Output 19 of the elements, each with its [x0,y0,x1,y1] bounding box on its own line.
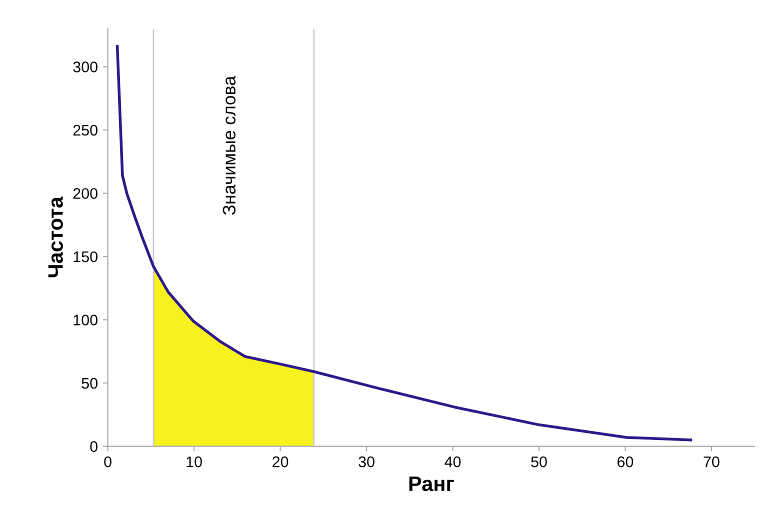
y-tick-label: 0 [90,441,98,452]
y-tick-label: 200 [73,188,98,199]
y-tick-label: 250 [73,124,98,136]
y-tick-label: 100 [74,314,98,326]
y-tick-label: 50 [82,378,98,389]
y-axis-title: Частота [48,196,63,278]
x-tick-label: 10 [186,456,202,468]
x-tick-label: 50 [531,456,547,468]
y-tick-label: 150 [74,251,98,262]
line-series [116,45,692,442]
x-tick-label: 0 [104,456,112,468]
y-tick-label: 300 [73,62,98,72]
x-axis-title: Ранг [409,476,454,492]
annotation: Значимые слова [222,76,236,215]
x-tick-label: 20 [272,456,288,468]
x-tick-label: 70 [704,456,720,468]
x-tick-label: 60 [618,456,634,468]
x-tick-label: 40 [444,456,461,468]
x-tick-label: 30 [358,456,374,468]
